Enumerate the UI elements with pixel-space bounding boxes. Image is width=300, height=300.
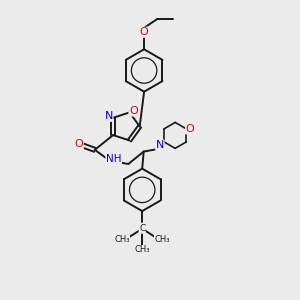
Text: O: O [74,139,83,149]
Text: NH: NH [106,154,122,164]
Text: C: C [139,224,145,233]
Text: O: O [129,106,138,116]
Text: CH₃: CH₃ [134,245,150,254]
Text: N: N [156,140,164,150]
Text: N: N [104,111,113,121]
Text: O: O [186,124,194,134]
Text: CH₃: CH₃ [114,236,130,244]
Text: CH₃: CH₃ [154,236,170,244]
Text: O: O [140,27,148,37]
